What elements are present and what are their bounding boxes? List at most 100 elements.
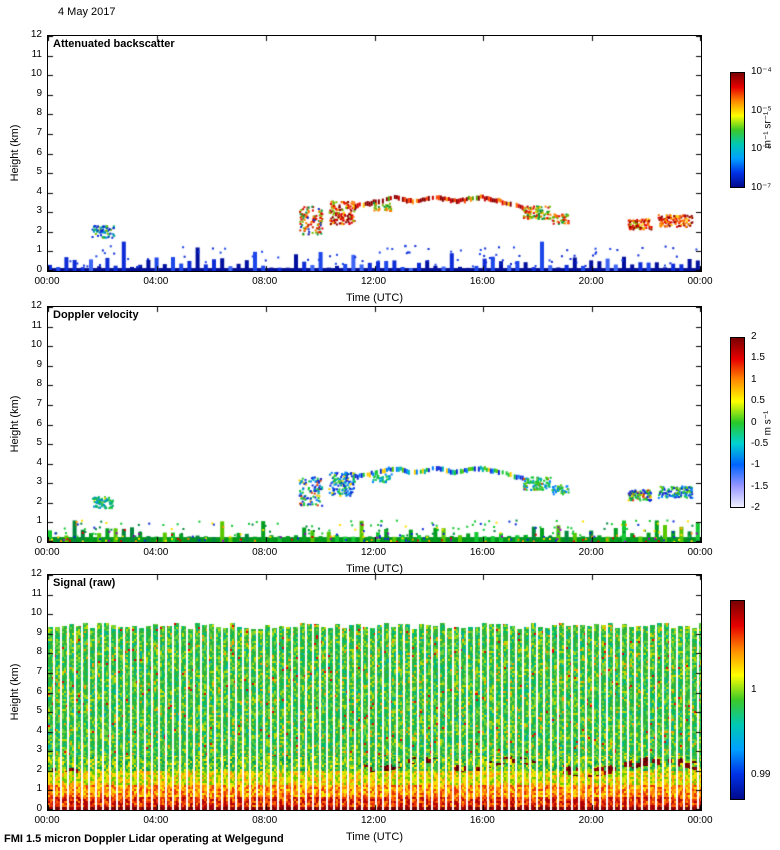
colorbar-backscatter: 10⁻⁴ 10⁻⁵ 10⁻⁶ 10⁻⁷ m⁻¹ sr⁻¹	[730, 66, 780, 193]
x-tick-label: 20:00	[578, 547, 604, 558]
colorbar-tick-label: 0.99	[751, 769, 771, 780]
y-tick-label: 3	[36, 744, 42, 756]
plot-area-backscatter: Attenuated backscatter	[47, 35, 702, 272]
y-tick-label: 10	[30, 68, 42, 80]
y-tick-label: 11	[31, 48, 42, 60]
x-tick-label: 08:00	[252, 815, 278, 826]
y-tick-label: 9	[36, 626, 42, 638]
x-tick-label: 00:00	[687, 547, 713, 558]
plot-title: Attenuated backscatter	[53, 38, 175, 50]
x-tick-label: 00:00	[687, 276, 713, 287]
x-tick-label: 04:00	[143, 815, 169, 826]
y-tick-label: 8	[36, 646, 42, 658]
y-tick-label: 12	[30, 29, 42, 40]
y-tick-label: 9	[36, 358, 42, 370]
y-tick-label: 11	[31, 587, 42, 599]
x-tick-label: 00:00	[34, 276, 60, 287]
colorbar-signal: 1 0.99	[730, 600, 780, 800]
y-tick-label: 2	[36, 224, 42, 236]
x-axis-label: Time (UTC)	[345, 831, 404, 843]
figure-caption: FMI 1.5 micron Doppler Lidar operating a…	[4, 833, 284, 845]
date-label: 4 May 2017	[58, 6, 116, 18]
x-tick-label: 20:00	[578, 276, 604, 287]
colorbar-tick-label: 2	[751, 331, 757, 342]
colorbar-tick-label: 10⁻⁶	[751, 143, 772, 155]
colorbar-gradient	[730, 72, 745, 188]
y-tick-label: 12	[30, 300, 42, 311]
x-tick-label: 12:00	[360, 815, 387, 826]
y-tick-label: 8	[36, 378, 42, 390]
y-tick-label: 0	[36, 803, 42, 814]
y-tick-label: 10	[30, 607, 42, 619]
colorbar-tick-label: -1.5	[751, 480, 769, 492]
y-tick-label: 0	[36, 264, 42, 275]
y-tick-label: 5	[36, 437, 42, 449]
plot-area-signal: Signal (raw)	[47, 574, 702, 811]
y-tick-label: 12	[30, 568, 42, 579]
x-tick-label: 00:00	[687, 815, 713, 826]
y-tick-label: 2	[36, 495, 42, 507]
colorbar-tick-label: 1.5	[751, 352, 765, 364]
y-tick-label: 3	[36, 205, 42, 217]
plot-area-velocity: Doppler velocity	[47, 306, 702, 543]
y-tick-label: 11	[31, 319, 42, 331]
panel-attenuated-backscatter: Height (km) Attenuated backscatter 12 11 1…	[0, 29, 780, 307]
colorbar-tick-label: 0	[751, 416, 757, 428]
y-tick-label: 6	[36, 146, 42, 158]
colorbar-gradient	[730, 600, 745, 800]
x-tick-label: 16:00	[469, 276, 495, 287]
y-tick-label: 7	[36, 397, 42, 409]
y-tick-label: 10	[30, 339, 42, 351]
x-tick-label: 16:00	[469, 547, 495, 558]
colorbar-tick-label: 1	[751, 373, 757, 385]
y-tick-label: 1	[36, 515, 42, 527]
y-tick-label: 6	[36, 417, 42, 429]
y-tick-label: 2	[36, 763, 42, 775]
y-tick-label: 9	[36, 87, 42, 99]
plot-title: Doppler velocity	[53, 309, 139, 321]
panel-doppler-velocity: Height (km) Doppler velocity 12 11 10 9 8 7 6 5…	[0, 300, 780, 578]
colorbar-tick-label: 1	[751, 684, 757, 695]
y-tick-label: 0	[36, 535, 42, 546]
x-tick-label: 00:00	[34, 547, 60, 558]
x-tick-label: 12:00	[360, 276, 387, 287]
y-tick-label: 6	[36, 685, 42, 697]
signal-heatmap-canvas	[48, 575, 701, 810]
colorbar-tick-label: -0.5	[751, 437, 769, 449]
backscatter-heatmap-canvas	[48, 36, 701, 271]
y-tick-label: 1	[36, 244, 42, 256]
y-tick-label: 5	[36, 166, 42, 178]
colorbar-tick-label: 0.5	[751, 395, 765, 407]
y-tick-label: 7	[36, 665, 42, 677]
colorbar-gradient	[730, 337, 745, 508]
y-tick-label: 7	[36, 126, 42, 138]
y-tick-label: 1	[36, 783, 42, 795]
y-tick-label: 5	[36, 705, 42, 717]
x-tick-label: 16:00	[469, 815, 495, 826]
x-tick-label: 20:00	[578, 815, 604, 826]
colorbar-unit-label: m s⁻¹	[762, 410, 774, 435]
colorbar-tick-label: -2	[751, 502, 760, 513]
x-tick-label: 08:00	[252, 547, 278, 558]
colorbar-velocity: 2 1.5 1 0.5 0 -0.5 -1 -1.5 -2 m s⁻¹	[730, 331, 780, 513]
y-tick-label: 4	[36, 456, 42, 468]
colorbar-tick-label: 10⁻⁴	[751, 66, 772, 77]
y-tick-label: 8	[36, 107, 42, 119]
velocity-heatmap-canvas	[48, 307, 701, 542]
x-tick-label: 04:00	[143, 276, 169, 287]
colorbar-tick-label: 10⁻⁷	[751, 182, 772, 193]
x-tick-label: 00:00	[34, 815, 60, 826]
y-tick-label: 4	[36, 724, 42, 736]
x-tick-label: 04:00	[143, 547, 169, 558]
colorbar-tick-label: -1	[751, 459, 760, 471]
colorbar-unit-label: m⁻¹ sr⁻¹	[762, 111, 774, 149]
x-tick-label: 08:00	[252, 276, 278, 287]
x-axis-label: Time (UTC)	[345, 563, 404, 575]
plot-title: Signal (raw)	[53, 577, 116, 589]
x-tick-label: 12:00	[360, 547, 387, 558]
colorbar-tick-label: 10⁻⁵	[751, 104, 772, 116]
panel-signal-raw: Height (km) Signal (raw) 12 11 10 9 8 7 6 5 4 3 2 1…	[0, 568, 780, 846]
x-axis-label: Time (UTC)	[345, 292, 404, 304]
y-tick-label: 4	[36, 185, 42, 197]
